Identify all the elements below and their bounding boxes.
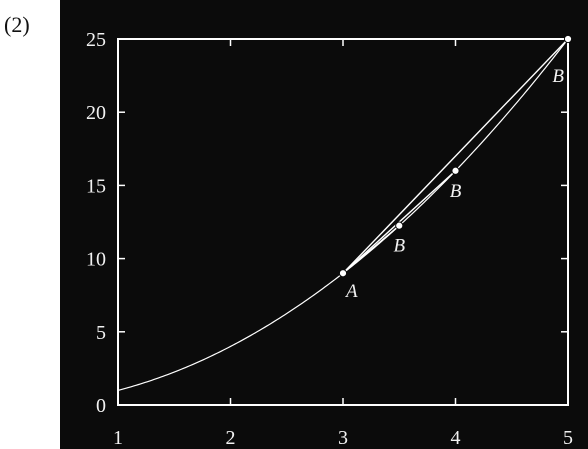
chart-background [60,24,588,449]
y-tick-label: 20 [86,102,106,124]
plot-frame [117,38,569,406]
parabola-curve [117,38,569,391]
y-tick-label: 10 [86,249,106,271]
x-tick-label: 1 [113,427,123,449]
x-tick-label: 5 [563,427,573,449]
y-tick-label: 25 [86,29,106,51]
x-tick-label: 2 [226,427,236,449]
top-dark-strip [60,0,588,24]
x-tick-label: 3 [338,427,348,449]
point-b-marker [395,221,404,230]
y-tick-label: 0 [96,395,106,417]
secant-line [342,38,569,274]
point-a-label: A [344,281,358,302]
point-b-marker [563,34,573,44]
point-b-label: B [393,236,405,257]
y-tick-label: 5 [96,322,106,344]
x-tick-label: 4 [451,427,461,449]
point-a-marker [338,269,348,278]
panel-label: (2) [4,12,30,37]
point-b-label: B [552,66,564,87]
point-b-marker [451,166,460,175]
y-tick-label: 15 [86,175,106,197]
point-b-label: B [450,181,462,202]
